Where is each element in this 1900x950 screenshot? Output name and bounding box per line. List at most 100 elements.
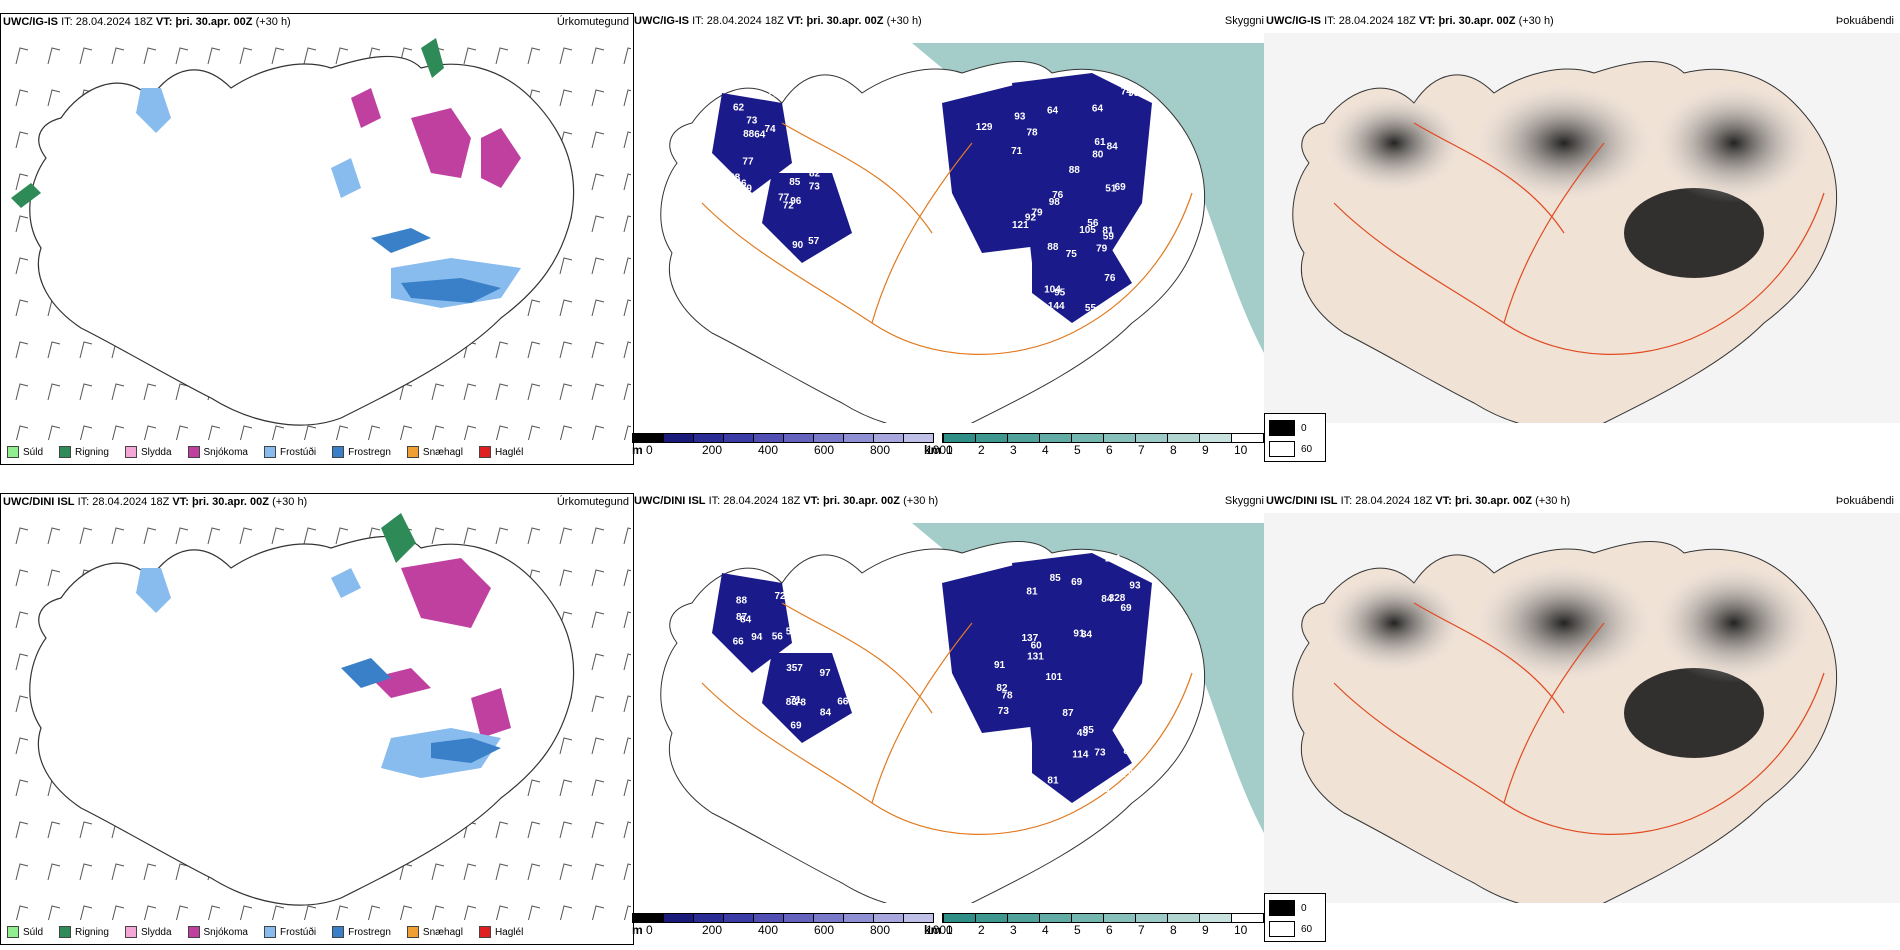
wind-barb [15,779,29,797]
legend-item: Haglél [478,446,524,458]
height-tick: 400 [758,923,779,937]
wind-barb [591,89,605,107]
panel-title: Skyggni [1224,495,1264,507]
wind-barb [15,215,29,233]
cloud-base-value: 91 [994,660,1006,671]
road-network [701,122,1193,355]
wind-barb [47,425,61,440]
visibility-tick: 3 [1010,443,1017,457]
height-scale-segment [663,914,693,922]
wind-barb [431,425,445,440]
cloud-base-value: 73 [746,116,758,127]
vt-label: VT: [1435,495,1452,507]
cloud-panel-top: UWC/IG-IS IT: 28.04.2024 18Z VT: þri. 30… [632,13,1264,463]
cloud-base-value: 84 [820,708,832,719]
wind-barb [623,215,631,233]
cloud-base-value: 80 [1092,150,1104,161]
wind-barb [591,383,605,401]
legend-item: Slydda [124,926,172,938]
wind-barb [15,257,29,275]
wind-barb [47,341,61,359]
wind-barb [559,527,573,545]
it-label: IT: [1324,15,1336,27]
height-scale-segment [873,914,903,922]
cloud-base-value: 78 [1027,128,1039,139]
height-scale-segment [633,434,663,442]
height-unit: m [632,443,643,457]
fog-map [1264,513,1900,903]
height-scale: m 0 200 400 600 800 1000 [632,913,953,943]
legend-swatch [406,446,419,458]
wind-barb [207,425,221,440]
cloud-base-value: 71 [849,667,861,678]
height-scale-segment [633,914,663,922]
wind-barb [15,131,29,149]
legend-item: Súld [7,446,43,458]
height-scale-segment [693,434,723,442]
legend-label: Haglél [494,446,524,458]
legend-item: Súld [7,926,43,938]
lead-time: (+30 h) [272,496,308,508]
visibility-tick: 4 [1042,443,1049,457]
fog-panel-bottom: UWC/DINI ISL IT: 28.04.2024 18Z VT: þri.… [1264,493,1900,943]
wind-barb [143,527,157,545]
it-label: IT: [1340,495,1353,507]
model-name: UWC/DINI ISL [3,496,75,508]
fog-legend-label: 60 [1301,923,1313,935]
wind-barb [15,737,29,755]
cloud-base-value: 69 [1071,577,1083,588]
height-scale-segment [903,434,933,442]
wind-barb [623,821,631,839]
wind-barb [591,47,605,65]
panel-title: Þokuábendi [1835,495,1894,507]
legend-swatch [478,446,491,458]
cloud-base-value: 76 [1104,273,1116,284]
visibility-tick: 3 [1010,923,1017,937]
cloud-base-value: 78 [1002,690,1014,701]
wind-barb [623,341,631,359]
legend-item: Haglél [478,926,523,938]
model-name: UWC/IG-IS [3,16,58,28]
wind-barb [591,695,605,713]
wind-barb [591,527,605,545]
visibility-tick: 7 [1138,923,1145,937]
wind-barb [303,905,317,920]
wind-barb [431,383,445,401]
wind-barb [591,779,605,797]
wind-barb [591,863,605,881]
legend-label: Rigning [75,446,109,458]
precip-map [15,513,631,920]
wind-barb [463,425,477,440]
wind-barb [111,47,125,65]
wind-barb [239,905,253,920]
height-tick: 600 [814,443,835,457]
wind-barb [79,863,93,881]
it-value: 28.04.2024 18Z [1338,15,1416,27]
wind-barb [335,47,349,65]
cloud-base-value: 72 [783,201,795,212]
wind-barb [431,863,445,881]
cloud-base-value: 49 [1077,728,1089,739]
wind-barb [15,821,29,839]
it-value: 28.04.2024 18Z [75,16,153,28]
cloud-base-value: 150 [840,727,857,738]
lead-time: (+30 h) [903,495,939,507]
wind-barb [143,905,157,920]
wind-barb [623,425,631,440]
wind-barb [527,821,541,839]
height-scale-segment [843,914,873,922]
legend-swatch [478,926,491,938]
wind-barb [591,611,605,629]
cloud-base-value: 79 [1032,207,1044,218]
wind-barb [527,341,541,359]
height-scale-segment [813,434,843,442]
cloud-base-value: 85 [1050,573,1062,584]
visibility-scale-segment [975,434,1007,442]
cloud-base-value: 51 [1105,183,1117,194]
wind-barb [623,173,631,191]
legend-item: Frostregn [332,926,391,938]
precip-legend: Súld Rigning Slydda Snjókoma Frostúði Frostre… [7,446,535,458]
lead-time: (+30 h) [1535,495,1571,507]
visibility-tick: 1 [946,923,953,937]
legend-label: Rigning [75,926,109,938]
